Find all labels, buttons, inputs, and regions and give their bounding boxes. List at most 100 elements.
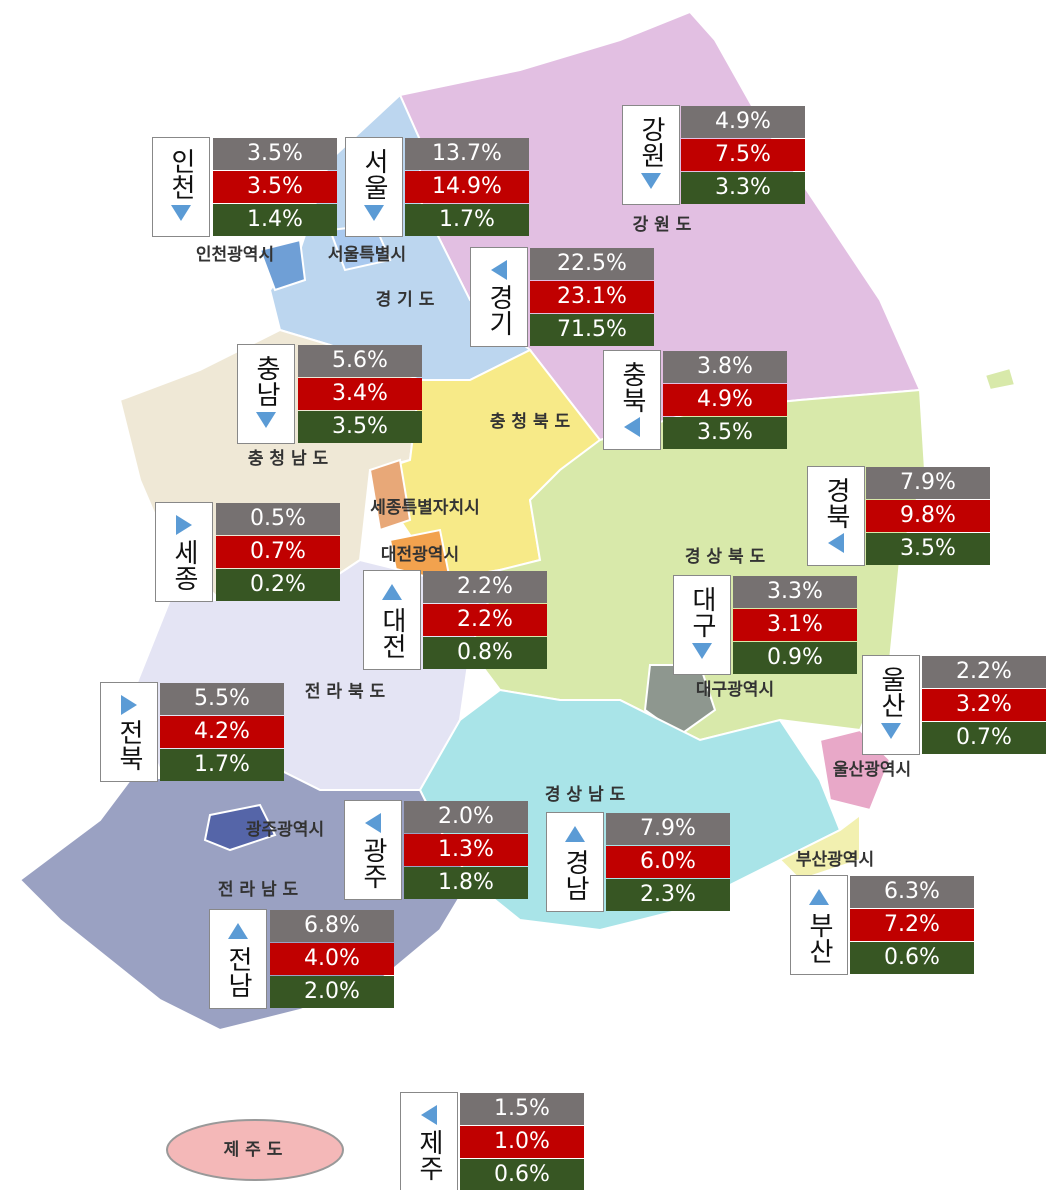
- callout-name-box: 광주: [344, 800, 402, 900]
- callout-value: 3.1%: [733, 609, 857, 641]
- region-label: 강 원 도: [633, 215, 692, 235]
- callout-value: 6.0%: [606, 846, 730, 878]
- callout-value: 0.8%: [423, 637, 547, 669]
- callout-value: 1.7%: [160, 749, 284, 781]
- callout-name: 서울: [359, 148, 389, 200]
- callout-values: 2.2% 2.2% 0.8%: [423, 571, 547, 670]
- trend-arrow: [228, 923, 248, 939]
- callout-value: 5.5%: [160, 683, 284, 715]
- callout-value: 4.2%: [160, 716, 284, 748]
- arrow-shape: [692, 643, 712, 659]
- callout-name-box: 충남: [237, 344, 295, 444]
- callout-value: 14.9%: [405, 171, 529, 203]
- trend-arrow: [624, 417, 640, 437]
- region-label: 울산광역시: [833, 760, 911, 780]
- arrow-shape: [421, 1105, 437, 1125]
- region-label: 전 라 남 도: [218, 880, 299, 900]
- trend-arrow: [256, 412, 276, 428]
- callout-value: 4.9%: [681, 106, 805, 138]
- callout-value: 1.8%: [404, 867, 528, 899]
- callout-value: 3.3%: [733, 576, 857, 608]
- arrow-shape: [565, 826, 585, 842]
- arrow-shape: [171, 205, 191, 221]
- callout-value: 1.4%: [213, 204, 337, 236]
- arrow-shape: [828, 533, 844, 553]
- callout-value: 2.2%: [423, 604, 547, 636]
- arrow-shape: [382, 584, 402, 600]
- callout-values: 3.5% 3.5% 1.4%: [213, 138, 337, 237]
- arrow-shape: [881, 723, 901, 739]
- callout-value: 7.9%: [866, 467, 990, 499]
- region-label: 충 청 북 도: [490, 411, 571, 432]
- callout-value: 71.5%: [530, 314, 654, 346]
- callout-name-box: 제주: [400, 1092, 458, 1190]
- callout-value: 4.9%: [663, 384, 787, 416]
- trend-arrow: [365, 813, 381, 833]
- arrow-shape: [176, 515, 192, 535]
- arrow-shape: [228, 923, 248, 939]
- callout-values: 5.6% 3.4% 3.5%: [298, 345, 422, 444]
- region-label: 전 라 북 도: [305, 682, 386, 702]
- callout-values: 6.8% 4.0% 2.0%: [270, 910, 394, 1009]
- trend-arrow: [491, 260, 507, 280]
- region-label: 경 상 북 도: [685, 547, 766, 567]
- callout-value: 0.6%: [460, 1159, 584, 1190]
- arrow-shape: [365, 813, 381, 833]
- callout-name: 대전: [377, 607, 407, 659]
- arrow-shape: [121, 695, 137, 715]
- region-label: 대전광역시: [381, 545, 459, 565]
- region-label: 부산광역시: [796, 850, 874, 870]
- callout-value: 9.8%: [866, 500, 990, 532]
- region-label: 제 주 도: [224, 1140, 283, 1160]
- callout-values: 2.2% 3.2% 0.7%: [922, 656, 1046, 755]
- arrow-shape: [364, 205, 384, 221]
- callout-values: 3.8% 4.9% 3.5%: [663, 351, 787, 450]
- callout-value: 13.7%: [405, 138, 529, 170]
- callout-name: 전남: [223, 946, 253, 998]
- trend-arrow: [641, 173, 661, 189]
- arrow-shape: [809, 889, 829, 905]
- callout-name-box: 인천: [152, 137, 210, 237]
- callout-values: 7.9% 9.8% 3.5%: [866, 467, 990, 566]
- callout-name: 울산: [876, 666, 906, 718]
- incheon: [258, 238, 307, 292]
- callout-name-box: 서울: [345, 137, 403, 237]
- arrow-shape: [256, 412, 276, 428]
- callout-value: 3.4%: [298, 378, 422, 410]
- callout-value: 3.5%: [298, 411, 422, 443]
- callout-name-box: 경남: [546, 812, 604, 912]
- callout-name: 세종: [169, 539, 199, 591]
- callout-value: 1.7%: [405, 204, 529, 236]
- callout-value: 3.5%: [213, 138, 337, 170]
- callout-value: 7.9%: [606, 813, 730, 845]
- trend-arrow: [692, 643, 712, 659]
- callout-name-box: 전북: [100, 682, 158, 782]
- callout-name-box: 강원: [622, 105, 680, 205]
- region-label: 광주광역시: [246, 820, 324, 840]
- callout-value: 0.2%: [216, 569, 340, 601]
- callout-name-box: 울산: [862, 655, 920, 755]
- callout-name: 경북: [821, 477, 851, 529]
- callout-value: 7.5%: [681, 139, 805, 171]
- callout-value: 1.5%: [460, 1093, 584, 1125]
- callout-name-box: 경북: [807, 466, 865, 566]
- callout-value: 4.0%: [270, 943, 394, 975]
- callout-value: 1.3%: [404, 834, 528, 866]
- callout-values: 5.5% 4.2% 1.7%: [160, 683, 284, 782]
- trend-arrow: [565, 826, 585, 842]
- trend-arrow: [121, 695, 137, 715]
- callout-value: 3.5%: [663, 417, 787, 449]
- callout-value: 2.3%: [606, 879, 730, 911]
- trend-arrow: [382, 584, 402, 600]
- callout-name: 대구: [687, 586, 717, 638]
- callout-name-box: 대전: [363, 570, 421, 670]
- callout-value: 0.5%: [216, 503, 340, 535]
- callout-values: 1.5% 1.0% 0.6%: [460, 1093, 584, 1190]
- sejong: [368, 458, 412, 532]
- callout-values: 6.3% 7.2% 0.6%: [850, 876, 974, 975]
- callout-name: 경기: [484, 284, 514, 336]
- callout-value: 0.6%: [850, 942, 974, 974]
- callout-value: 5.6%: [298, 345, 422, 377]
- callout-name-box: 대구: [673, 575, 731, 675]
